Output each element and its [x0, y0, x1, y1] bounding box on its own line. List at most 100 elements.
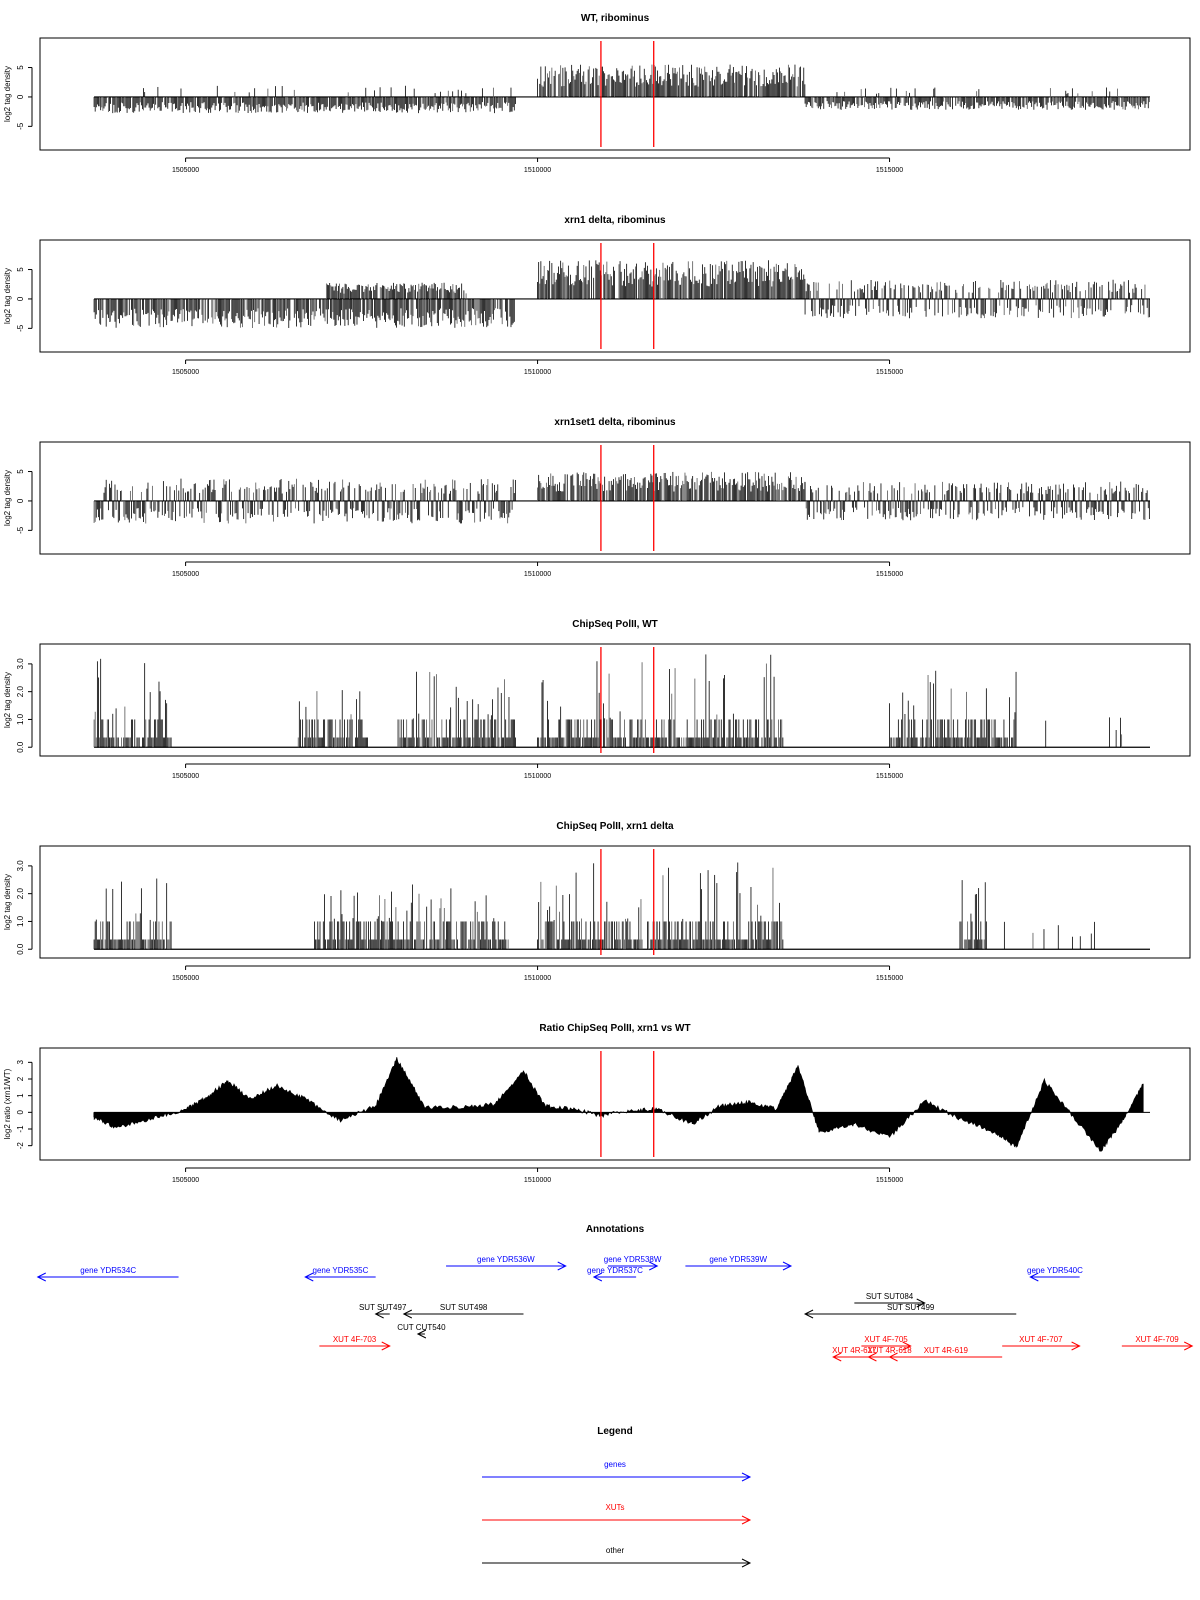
- feature-other: SUT SUT084: [854, 1292, 926, 1308]
- feature-label: XUT 4F-709: [1135, 1335, 1179, 1344]
- feature-xut: XUT 4F-707: [1002, 1335, 1081, 1351]
- legend-item-arrowhead: [741, 1472, 752, 1482]
- y-tick-label: 0: [16, 94, 25, 99]
- data-layer: [93, 849, 1150, 955]
- x-tick-label: 1515000: [876, 1177, 903, 1184]
- feature-other: SUT SUT497: [359, 1303, 407, 1319]
- legend-panel: Legend genes XUTs other: [482, 1426, 752, 1568]
- feature-other: CUT CUT540: [397, 1323, 446, 1339]
- y-tick-label: 3.0: [16, 658, 25, 670]
- y-tick-label: -2: [16, 1142, 25, 1150]
- feature-gene: gene YDR534C: [36, 1266, 179, 1282]
- x-tick-label: 1505000: [172, 571, 199, 578]
- feature-label: gene YDR540C: [1027, 1266, 1083, 1275]
- y-tick-label: 5: [16, 267, 25, 272]
- y-axis-label: log2 tag density: [3, 874, 12, 930]
- y-tick-label: 1: [16, 1093, 25, 1098]
- feature-gene: gene YDR537C: [587, 1266, 643, 1282]
- feature-arrowhead: [304, 1272, 314, 1282]
- x-tick-label: 1510000: [524, 1177, 551, 1184]
- feature-xut: XUT 4F-709: [1121, 1335, 1194, 1351]
- feature-label: SUT SUT498: [440, 1303, 488, 1312]
- feature-gene: gene YDR540C: [1027, 1266, 1083, 1282]
- x-tick-label: 1510000: [524, 571, 551, 578]
- feature-gene: gene YDR539W: [685, 1255, 793, 1271]
- feature-label: XUT 4R-619: [924, 1346, 969, 1355]
- feature-label: gene YDR538W: [604, 1255, 662, 1264]
- data-layer: [93, 445, 1150, 551]
- legend-item: genes: [482, 1460, 752, 1482]
- feature-xut: XUT 4F-703: [319, 1335, 391, 1351]
- y-tick-label: 0.0: [16, 741, 25, 753]
- feature-arrowhead: [867, 1352, 877, 1362]
- chart-title: ChipSeq PolII, WT: [572, 619, 658, 630]
- feature-label: gene YDR535C: [313, 1266, 369, 1275]
- feature-label: gene YDR534C: [80, 1266, 136, 1275]
- x-tick-label: 1515000: [876, 975, 903, 982]
- ratio-area: [93, 1057, 1144, 1152]
- x-tick-label: 1510000: [524, 975, 551, 982]
- feature-arrowhead: [832, 1352, 842, 1362]
- feature-label: CUT CUT540: [397, 1323, 446, 1332]
- y-tick-label: 5: [16, 469, 25, 474]
- legend-item-label: XUTs: [605, 1503, 624, 1512]
- x-tick-label: 1510000: [524, 773, 551, 780]
- feature-arrowhead: [416, 1329, 427, 1339]
- y-tick-label: 3: [16, 1060, 25, 1065]
- chart-panel-5: ChipSeq PolII, xrn1 delta log2 tag densit…: [3, 821, 1191, 982]
- plot-frame: [39, 643, 1191, 757]
- feature-arrowhead: [374, 1309, 384, 1319]
- chart-title: xrn1set1 delta, ribominus: [554, 417, 676, 428]
- feature-arrowhead: [402, 1309, 413, 1319]
- feature-arrowhead: [1184, 1341, 1194, 1351]
- feature-arrowhead: [782, 1261, 793, 1271]
- x-tick-label: 1505000: [172, 773, 199, 780]
- feature-arrowhead: [36, 1272, 46, 1282]
- feature-arrowhead: [916, 1298, 926, 1308]
- feature-gene: gene YDR538W: [604, 1255, 662, 1271]
- y-tick-label: -1: [16, 1125, 25, 1133]
- feature-label: gene YDR537C: [587, 1266, 643, 1275]
- x-tick-label: 1515000: [876, 571, 903, 578]
- y-tick-label: -5: [16, 324, 25, 332]
- y-tick-label: 0: [16, 1110, 25, 1115]
- y-axis-label: log2 tag density: [3, 470, 12, 526]
- plot-frame: [39, 845, 1191, 959]
- x-tick-label: 1505000: [172, 1177, 199, 1184]
- y-tick-label: 2.0: [16, 888, 25, 900]
- feature-gene: gene YDR536W: [446, 1255, 567, 1271]
- feature-xut: XUT 4R-619: [888, 1346, 1003, 1362]
- x-tick-label: 1505000: [172, 369, 199, 376]
- x-tick-label: 1515000: [876, 167, 903, 174]
- feature-label: XUT 4R-618: [867, 1346, 912, 1355]
- x-tick-label: 1515000: [876, 369, 903, 376]
- feature-arrowhead: [649, 1261, 659, 1271]
- feature-xut: XUT 4R-618: [867, 1346, 912, 1362]
- plot-frame: [39, 1047, 1191, 1161]
- legend-item: XUTs: [482, 1503, 752, 1525]
- feature-label: gene YDR536W: [477, 1255, 535, 1264]
- data-layer: [93, 647, 1150, 753]
- legend-item-label: genes: [604, 1460, 626, 1469]
- y-tick-label: 0: [16, 498, 25, 503]
- feature-label: gene YDR539W: [709, 1255, 767, 1264]
- y-tick-label: -5: [16, 526, 25, 534]
- chart-title: WT, ribominus: [581, 13, 650, 24]
- x-tick-label: 1510000: [524, 167, 551, 174]
- y-tick-label: 5: [16, 65, 25, 70]
- feature-gene: gene YDR535C: [304, 1266, 376, 1282]
- legend-item-arrowhead: [741, 1558, 752, 1568]
- x-tick-label: 1510000: [524, 369, 551, 376]
- feature-label: XUT 4R-617: [832, 1346, 877, 1355]
- feature-label: XUT 4F-705: [864, 1335, 908, 1344]
- feature-arrowhead: [902, 1341, 912, 1351]
- x-tick-label: 1515000: [876, 773, 903, 780]
- plot-frame: [39, 37, 1191, 151]
- y-axis-label: log2 tag density: [3, 66, 12, 122]
- legend-item: other: [482, 1546, 752, 1568]
- plot-frame: [39, 239, 1191, 353]
- y-tick-label: 2.0: [16, 686, 25, 698]
- y-tick-label: 1.0: [16, 915, 25, 927]
- annotations-panel: Annotations gene YDR534C gene YDR535C gene …: [36, 1224, 1194, 1362]
